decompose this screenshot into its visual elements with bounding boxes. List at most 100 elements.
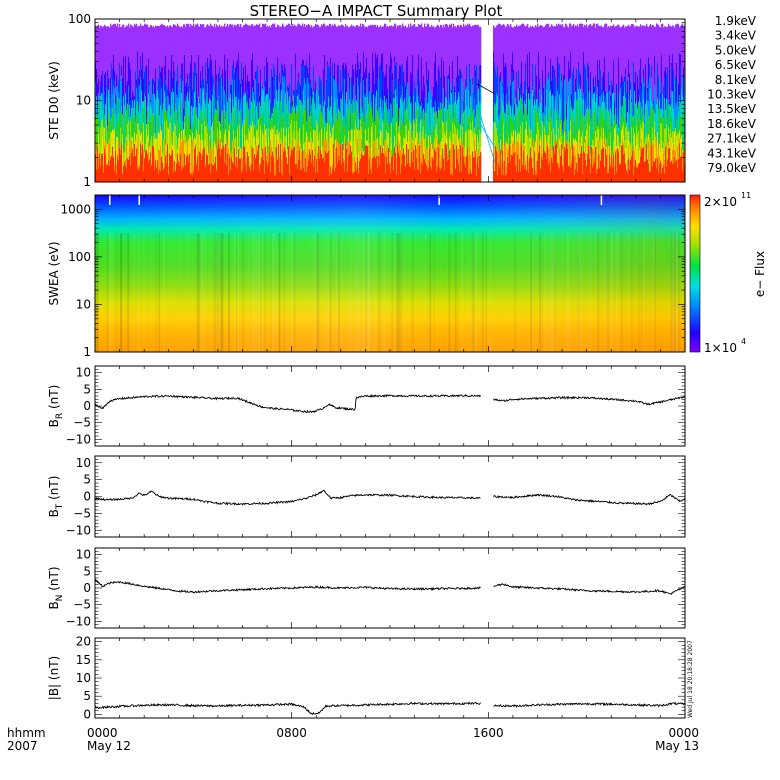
swea-texture (391, 233, 393, 352)
legend-entry: 5.0keV (715, 43, 757, 57)
swea-variation (95, 195, 685, 352)
ste-ytick-label: 100 (68, 12, 91, 26)
ste-bin (480, 133, 481, 147)
swea-texture (395, 233, 396, 352)
swea-texture (291, 233, 294, 352)
swea-texture (134, 233, 136, 352)
swea-texture (434, 233, 435, 352)
swea-texture (368, 233, 370, 352)
swea-texture (336, 233, 338, 352)
swea-texture (447, 233, 448, 352)
swea-texture (606, 233, 607, 352)
swea-texture (238, 233, 239, 352)
swea-texture (597, 233, 599, 352)
swea-texture (578, 233, 580, 352)
swea-texture (429, 233, 431, 352)
swea-texture (204, 233, 206, 352)
ste-bin (480, 152, 481, 182)
swea-texture (567, 233, 569, 352)
swea-texture (672, 233, 674, 352)
swea-texture (111, 233, 112, 352)
panel-swea: 1101001000SWEA (eV) (47, 195, 687, 359)
swea-texture (158, 233, 160, 352)
swea-texture (228, 233, 230, 352)
swea-texture (643, 233, 646, 352)
swea-texture (589, 233, 591, 352)
swea-texture (396, 233, 398, 352)
swea-texture (362, 233, 365, 352)
swea-texture (628, 233, 629, 352)
legend-entry: 27.1keV (707, 132, 757, 146)
legend-entry: 18.6keV (707, 117, 757, 131)
swea-texture (350, 233, 351, 352)
swea-texture (236, 233, 237, 352)
swea-texture (116, 233, 118, 352)
swea-texture (215, 233, 217, 352)
swea-texture (398, 233, 401, 352)
swea-texture (461, 233, 463, 352)
ste-ytick-label: 10 (76, 94, 91, 108)
swea-texture (411, 233, 413, 352)
swea-texture (279, 233, 280, 352)
ste-bin (480, 121, 481, 134)
swea-texture (284, 233, 286, 352)
swea-texture (338, 233, 340, 352)
panel-ste: 1 10 100 STE D0 (keV) (47, 12, 685, 189)
swea-texture (125, 233, 126, 352)
swea-texture (554, 233, 556, 352)
ste-ytick-label: 1 (83, 175, 91, 189)
chart-title: STEREO−A IMPACT Summary Plot (250, 2, 503, 20)
swea-texture (549, 233, 552, 352)
swea-texture (543, 233, 544, 352)
swea-texture (156, 233, 157, 352)
swea-texture (486, 233, 487, 352)
swea-texture (489, 233, 491, 352)
swea-texture (259, 233, 261, 352)
swea-texture (542, 233, 543, 352)
swea-texture (378, 233, 380, 352)
swea-texture (374, 233, 375, 352)
swea-texture (476, 233, 478, 352)
swea-texture (366, 233, 367, 352)
legend-ste: 1.9keV3.4keV5.0keV6.5keV8.1keV10.3keV13.… (707, 14, 757, 175)
legend-entry: 8.1keV (715, 73, 757, 87)
swea-texture (317, 233, 319, 352)
swea-texture (330, 233, 332, 352)
swea-texture (454, 233, 456, 352)
swea-texture (220, 233, 222, 352)
swea-texture (272, 233, 275, 352)
swea-texture (473, 233, 475, 352)
swea-texture (150, 233, 151, 352)
swea-texture (641, 233, 642, 352)
swea-texture (639, 233, 640, 352)
swea-texture (188, 233, 189, 352)
ste-bin (480, 27, 481, 65)
swea-texture (198, 233, 200, 352)
swea-texture (242, 233, 244, 352)
swea-texture (608, 233, 610, 352)
swea-texture (163, 233, 165, 352)
legend-entry: 10.3keV (707, 88, 757, 102)
legend-entry: 3.4keV (715, 29, 757, 43)
swea-texture (448, 233, 449, 352)
swea-texture (293, 233, 295, 352)
swea-texture (276, 233, 278, 352)
swea-texture (329, 233, 330, 352)
swea-texture (97, 233, 98, 352)
swea-texture (256, 233, 258, 352)
ste-bin (480, 65, 481, 83)
swea-texture (621, 233, 623, 352)
swea-texture (270, 233, 271, 352)
swea-texture (654, 233, 656, 352)
swea-texture (539, 233, 541, 352)
swea-texture (143, 233, 144, 352)
swea-texture (383, 233, 385, 352)
swea-texture (425, 233, 426, 352)
ste-ylabel: STE D0 (keV) (47, 61, 61, 140)
swea-texture (248, 233, 249, 352)
swea-texture (400, 233, 402, 352)
swea-texture (553, 233, 554, 352)
swea-texture (326, 233, 328, 352)
swea-texture (544, 233, 546, 352)
swea-texture (678, 233, 680, 352)
